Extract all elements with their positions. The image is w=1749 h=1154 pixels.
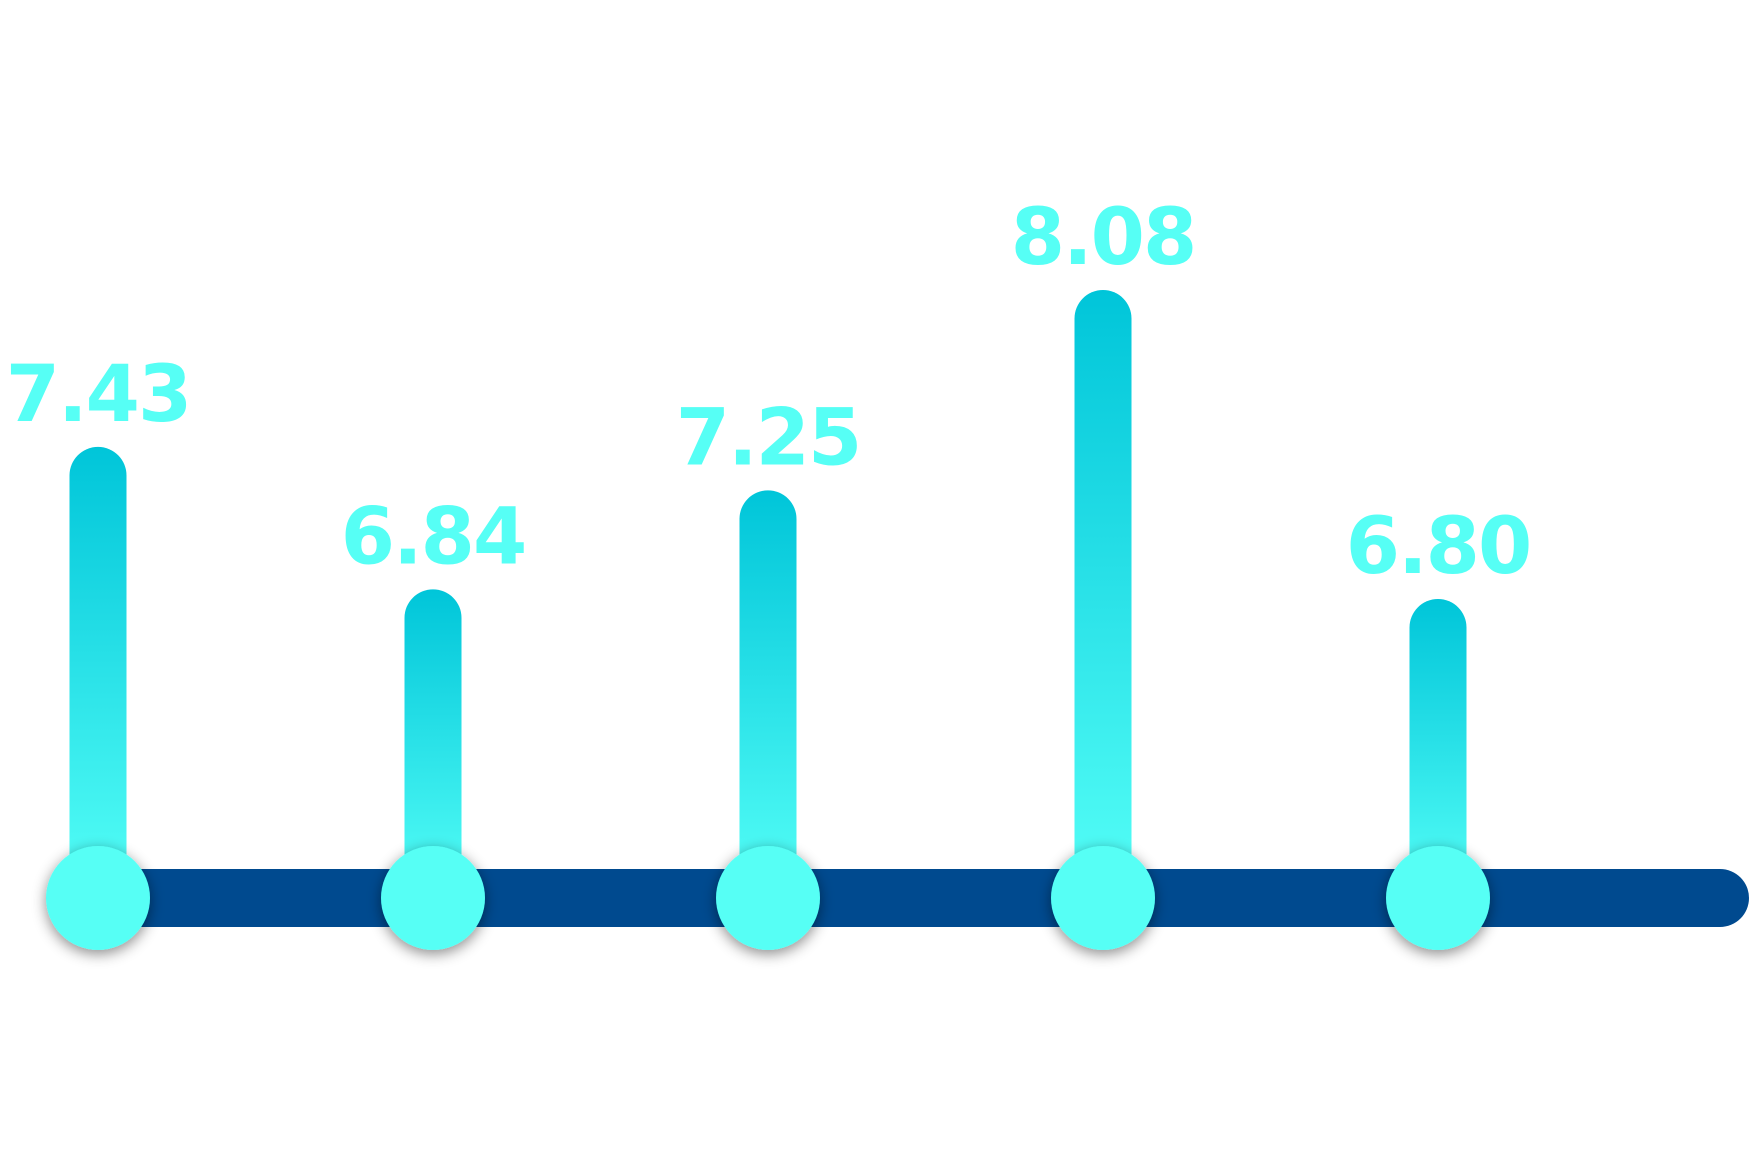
stem-bar — [1074, 290, 1132, 898]
labels-group: 7.43 6.84 7.25 8.08 6.80 — [6, 193, 1532, 592]
stem-bar — [404, 589, 462, 898]
marker-point — [46, 846, 150, 950]
value-label: 6.84 — [341, 492, 525, 582]
value-label: 7.43 — [6, 350, 190, 440]
value-label: 8.08 — [1011, 193, 1195, 283]
marker-point — [381, 846, 485, 950]
value-label: 7.25 — [676, 393, 860, 483]
value-label: 6.80 — [1346, 502, 1530, 592]
stem-bar — [739, 490, 797, 898]
stem-bar — [69, 446, 127, 898]
stems-group — [69, 290, 1467, 898]
marker-point — [716, 846, 820, 950]
stem-bar — [1409, 599, 1467, 898]
marker-point — [1386, 846, 1490, 950]
marker-point — [1051, 846, 1155, 950]
markers-group — [46, 846, 1490, 950]
